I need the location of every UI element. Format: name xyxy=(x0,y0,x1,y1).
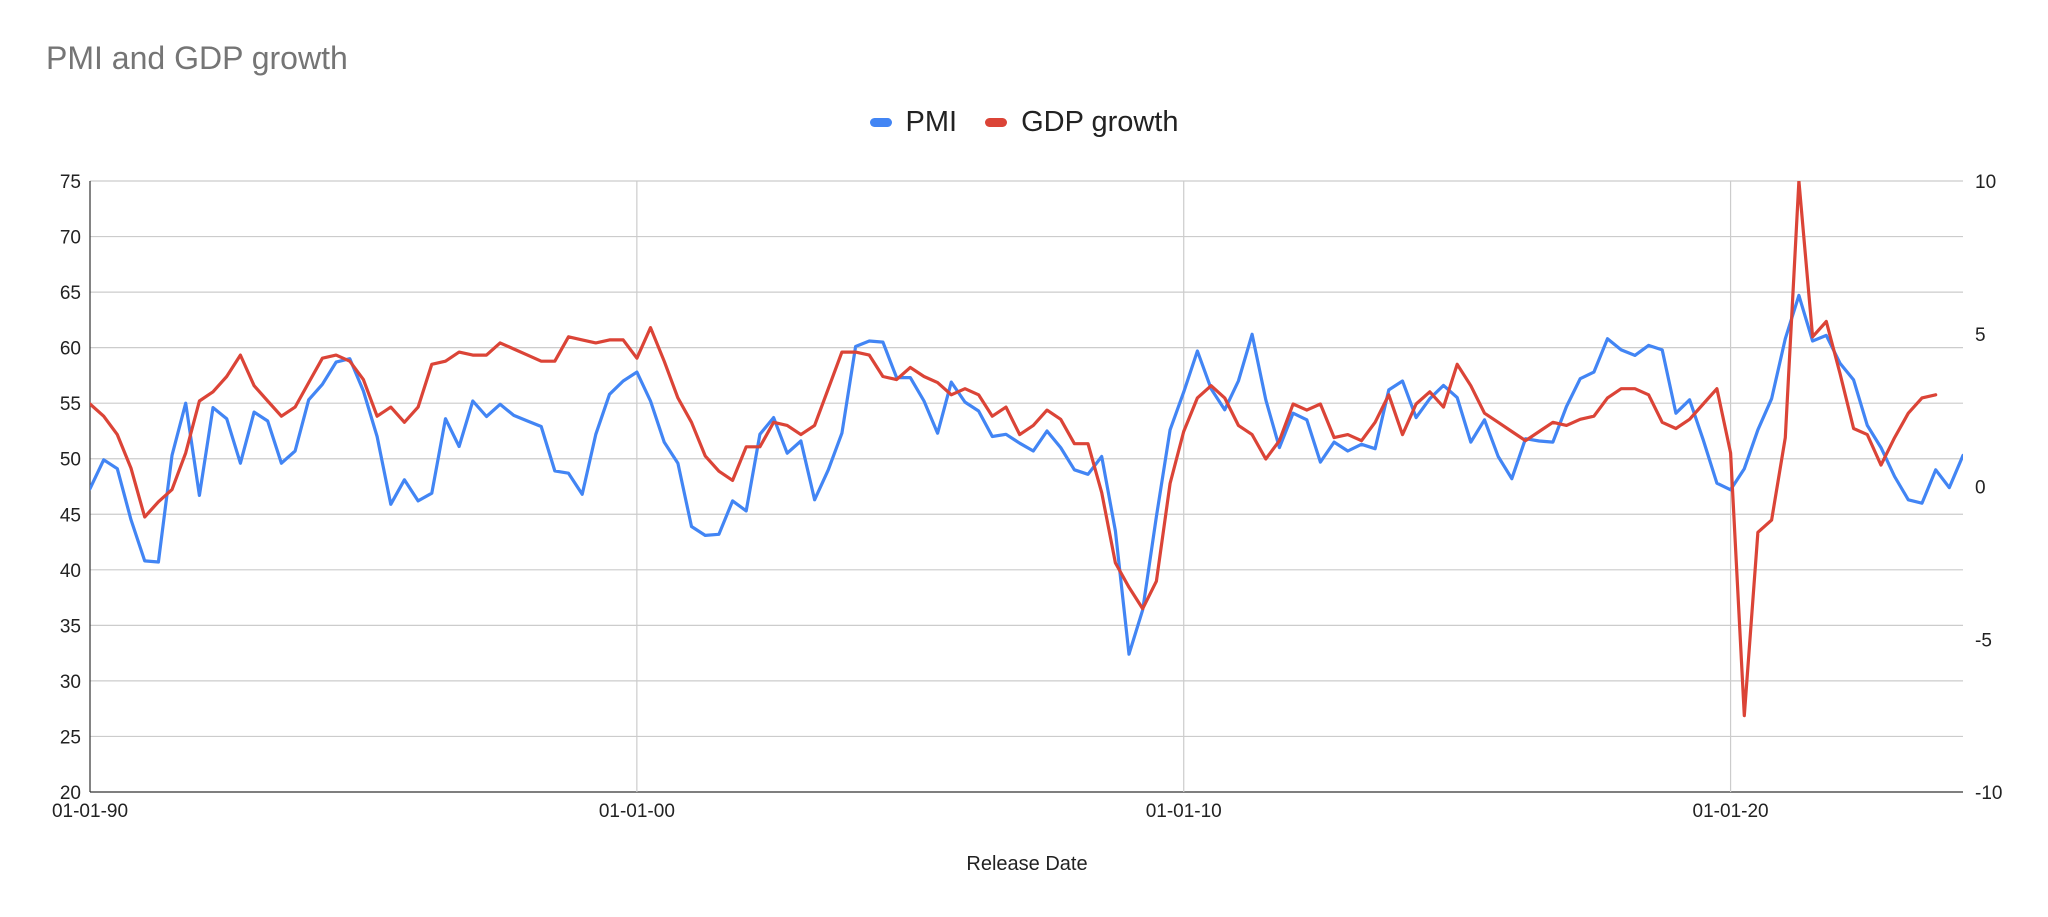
x-tick-label: 01-01-10 xyxy=(1146,801,1222,822)
chart-title: PMI and GDP growth xyxy=(46,40,348,76)
legend-item-gdp-growth[interactable]: GDP growth xyxy=(985,106,1178,139)
y-tick-label-left: 70 xyxy=(60,228,81,249)
y-tick-label-left: 25 xyxy=(60,727,81,748)
x-tick-label: 01-01-20 xyxy=(1693,801,1769,822)
legend: PMI GDP growth xyxy=(0,106,2048,139)
y-tick-label-left: 75 xyxy=(60,172,81,193)
y-tick-label-right: -10 xyxy=(1975,783,2002,804)
legend-swatch-gdp-growth xyxy=(985,118,1008,127)
y-tick-label-right: 0 xyxy=(1975,478,1986,499)
y-tick-label-left: 50 xyxy=(60,450,81,471)
series-line-gdp-growth[interactable] xyxy=(90,181,1938,718)
series-line-pmi[interactable] xyxy=(90,293,1963,656)
y-tick-label-left: 30 xyxy=(60,672,81,693)
y-tick-label-left: 60 xyxy=(60,339,81,360)
y-tick-label-right: -5 xyxy=(1975,630,1992,651)
y-tick-label-right: 10 xyxy=(1975,172,1996,193)
x-axis-title: Release Date xyxy=(966,853,1087,875)
series-lines xyxy=(90,181,1963,718)
y-tick-label-left: 65 xyxy=(60,283,81,304)
x-tick-label: 01-01-00 xyxy=(599,801,675,822)
gridlines xyxy=(89,180,1963,793)
y-tick-label-left: 35 xyxy=(60,616,81,637)
y-tick-label-left: 40 xyxy=(60,561,81,582)
y-tick-label-left: 55 xyxy=(60,394,81,415)
legend-label-pmi: PMI xyxy=(905,106,958,138)
y-tick-label-left: 45 xyxy=(60,505,81,526)
x-tick-label: 01-01-90 xyxy=(52,801,128,822)
y-tick-label-left: 20 xyxy=(60,783,81,804)
legend-item-pmi[interactable]: PMI xyxy=(869,106,958,139)
y-tick-label-right: 5 xyxy=(1975,325,1986,346)
axis-tick-labels: 7570656055504540353025201050-5-1001-01-9… xyxy=(52,172,2003,822)
legend-swatch-pmi xyxy=(869,118,892,127)
legend-label-gdp-growth: GDP growth xyxy=(1021,106,1179,138)
